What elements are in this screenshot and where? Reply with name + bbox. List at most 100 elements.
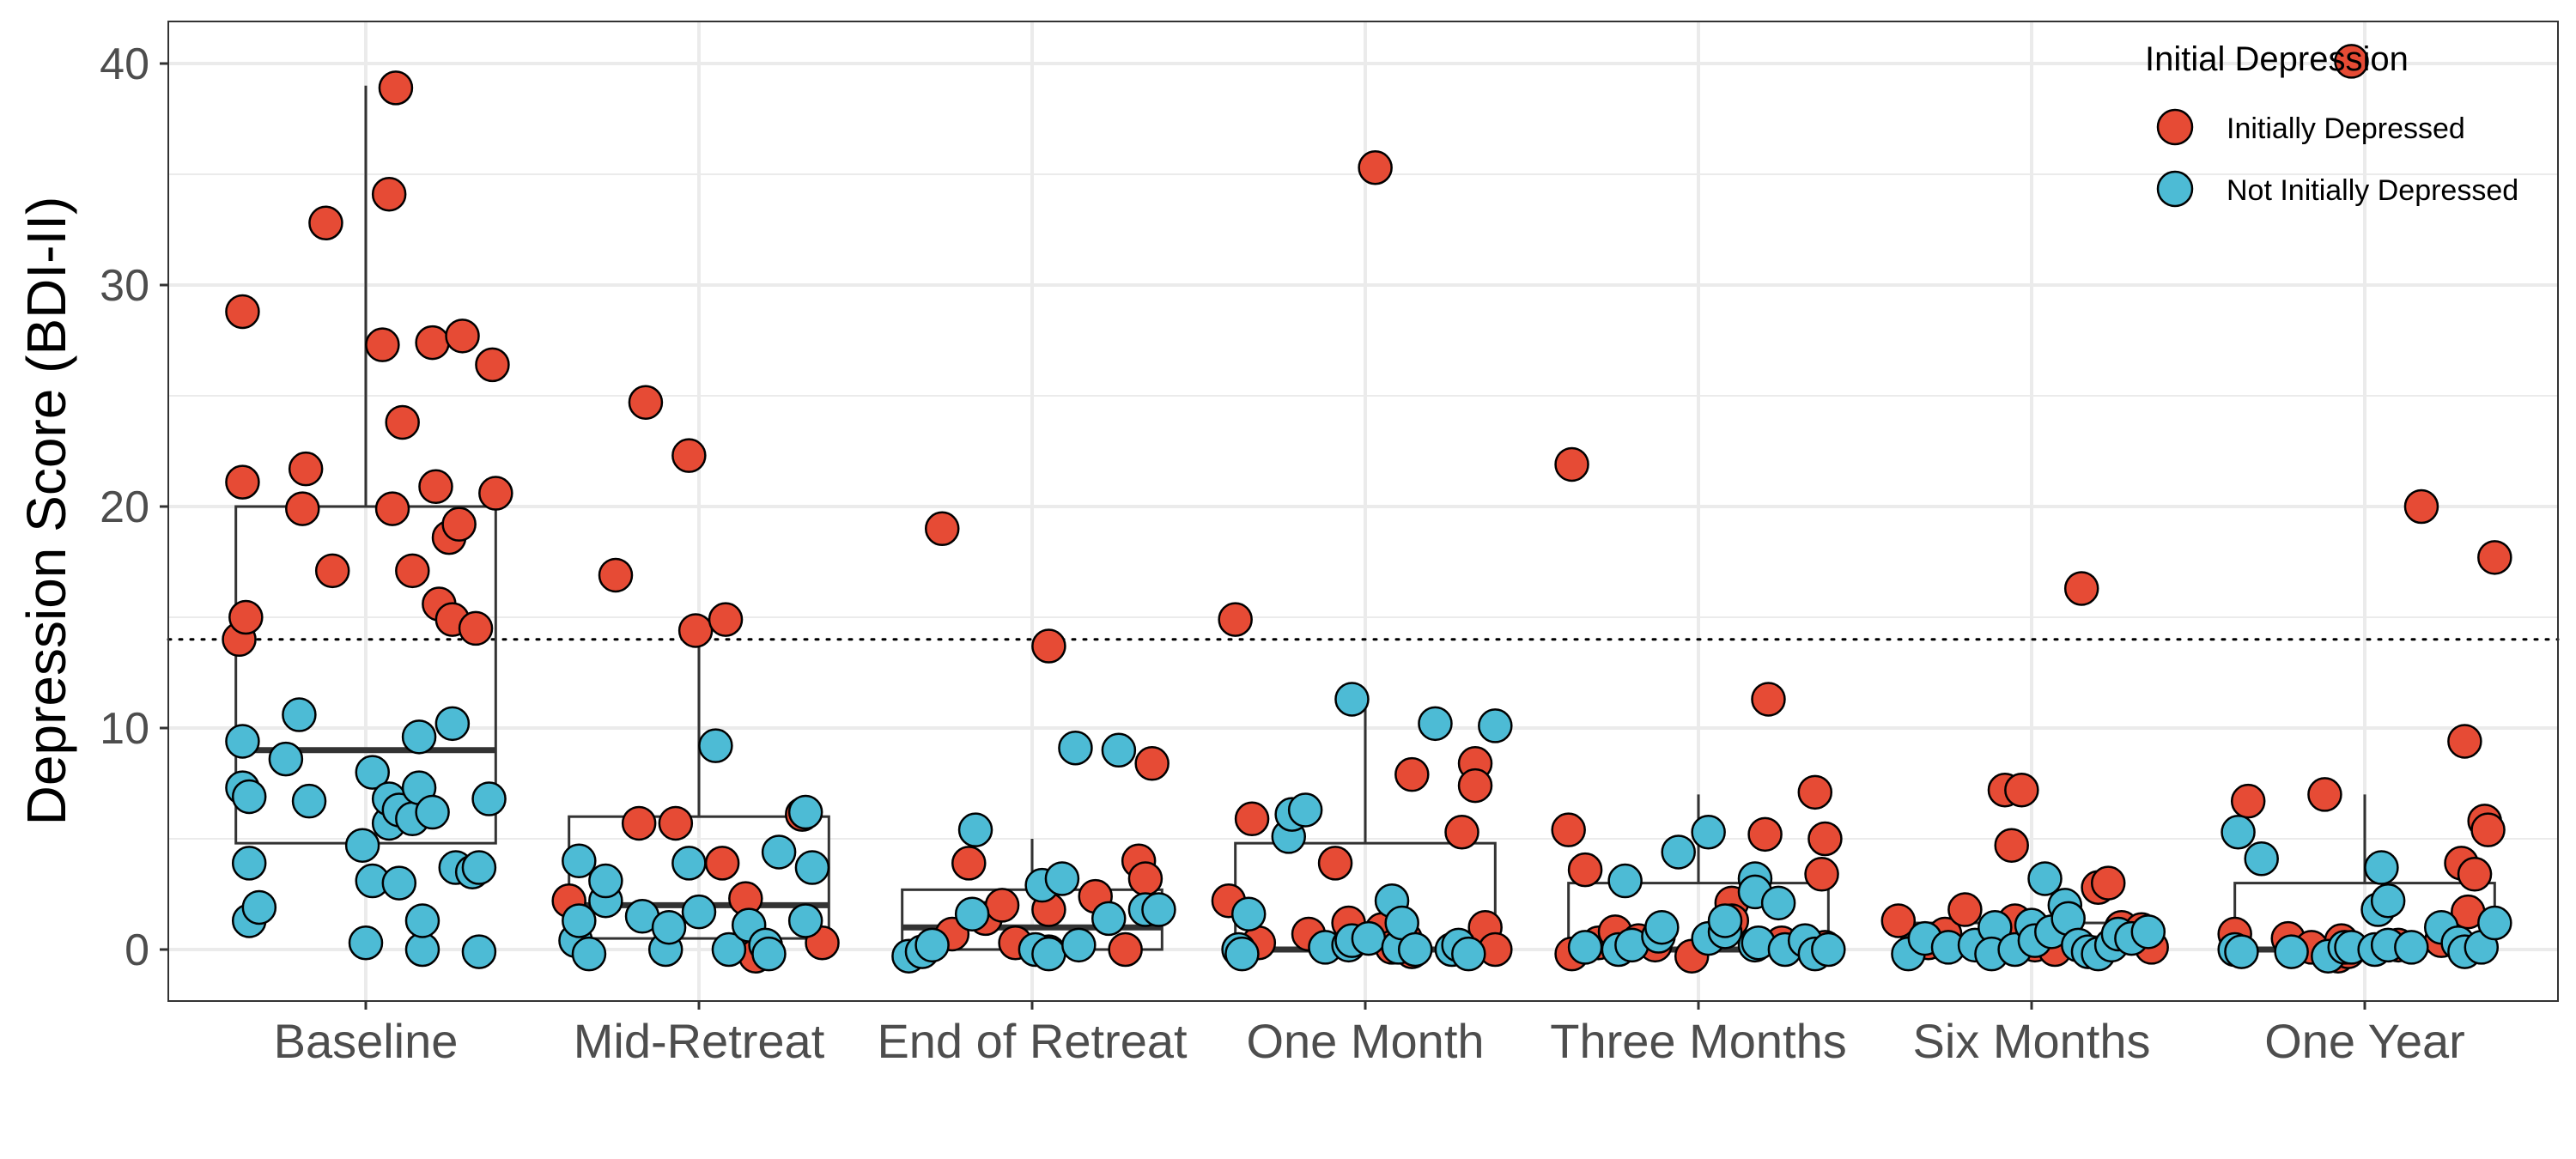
data-point-initially-depressed <box>1994 828 2029 863</box>
y-tick-label: 10 <box>100 704 149 754</box>
x-tick-label-one-month: One Month <box>1246 1014 1484 1068</box>
legend: Initial Depression Initially Depressed N… <box>2145 40 2518 208</box>
data-point-not-initially-depressed <box>355 755 391 790</box>
data-point-initially-depressed <box>704 846 740 881</box>
data-point-not-initially-depressed <box>1644 909 1680 945</box>
data-point-not-initially-depressed <box>461 850 497 885</box>
data-point-not-initially-depressed <box>291 783 327 819</box>
x-tick-label-one-year: One Year <box>2264 1014 2465 1068</box>
plot-panel-border <box>167 21 2559 1002</box>
data-point-not-initially-depressed <box>1141 892 1176 927</box>
data-point-not-initially-depressed <box>1058 730 1093 766</box>
data-point-initially-depressed <box>1234 801 1270 837</box>
data-point-initially-depressed <box>1134 746 1170 781</box>
data-point-initially-depressed <box>2447 724 2482 759</box>
data-point-initially-depressed <box>1317 846 1353 881</box>
data-point-not-initially-depressed <box>2221 815 2256 850</box>
data-point-not-initially-depressed <box>1351 920 1387 956</box>
data-point-not-initially-depressed <box>794 850 830 885</box>
data-point-initially-depressed <box>1751 682 1786 717</box>
x-tick-label-six-months: Six Months <box>1913 1014 2151 1068</box>
data-point-initially-depressed <box>445 319 480 354</box>
data-point-initially-depressed <box>984 888 1020 923</box>
data-point-not-initially-depressed <box>2224 934 2259 969</box>
legend-title: Initial Depression <box>2145 40 2409 78</box>
data-point-not-initially-depressed <box>1661 834 1696 870</box>
data-point-not-initially-depressed <box>2027 861 2063 896</box>
data-point-initially-depressed <box>2307 777 2342 812</box>
data-point-initially-depressed <box>2230 783 2266 819</box>
data-point-not-initially-depressed <box>231 779 267 815</box>
data-point-initially-depressed <box>385 404 420 440</box>
legend-swatch-not-initially-depressed <box>2156 170 2194 208</box>
data-point-not-initially-depressed <box>1451 936 1486 972</box>
data-point-initially-depressed <box>621 805 657 841</box>
data-point-initially-depressed <box>2004 772 2039 808</box>
data-point-initially-depressed <box>1031 628 1066 664</box>
data-point-initially-depressed <box>2334 44 2369 79</box>
data-point-not-initially-depressed <box>571 936 607 972</box>
data-point-initially-depressed <box>225 464 260 500</box>
data-point-initially-depressed <box>371 176 407 212</box>
data-point-not-initially-depressed <box>751 936 787 972</box>
data-point-initially-depressed <box>1554 446 1589 482</box>
data-point-not-initially-depressed <box>562 903 597 938</box>
data-point-not-initially-depressed <box>1691 815 1726 850</box>
data-point-not-initially-depressed <box>2477 905 2512 941</box>
data-point-not-initially-depressed <box>415 794 450 830</box>
data-point-initially-depressed <box>1797 774 1833 810</box>
data-point-initially-depressed <box>374 491 410 526</box>
data-point-initially-depressed <box>1567 852 1603 888</box>
data-point-not-initially-depressed <box>914 927 950 963</box>
data-point-initially-depressed <box>418 469 453 505</box>
data-point-not-initially-depressed <box>681 894 717 930</box>
data-point-not-initially-depressed <box>2370 883 2406 919</box>
data-point-initially-depressed <box>1747 816 1783 853</box>
data-point-initially-depressed <box>1108 931 1143 968</box>
y-tick-label: 0 <box>125 925 149 975</box>
data-point-initially-depressed <box>658 805 694 841</box>
data-point-initially-depressed <box>378 70 414 106</box>
x-tick-label-three-months: Three Months <box>1550 1014 1847 1068</box>
y-tick-label: 20 <box>100 482 149 532</box>
data-point-initially-depressed <box>285 491 320 526</box>
data-point-not-initially-depressed <box>1230 896 1267 931</box>
data-point-initially-depressed <box>1444 815 1479 850</box>
data-point-initially-depressed <box>1457 768 1493 804</box>
data-point-not-initially-depressed <box>787 903 823 938</box>
data-points <box>222 44 2512 974</box>
data-point-initially-depressed <box>395 553 430 589</box>
data-point-not-initially-depressed <box>1478 708 1513 743</box>
data-point-initially-depressed <box>1394 756 1430 792</box>
boxplot-box-mid-retreat <box>568 815 830 940</box>
data-point-not-initially-depressed <box>268 741 304 777</box>
data-point-initially-depressed <box>671 438 707 473</box>
data-point-initially-depressed <box>951 846 987 881</box>
y-tick-label: 40 <box>100 39 149 89</box>
data-point-not-initially-depressed <box>404 903 440 938</box>
data-point-not-initially-depressed <box>282 697 317 732</box>
legend-label-initially-depressed: Initially Depressed <box>2227 112 2465 145</box>
data-point-initially-depressed <box>2090 865 2126 901</box>
data-point-not-initially-depressed <box>761 834 797 870</box>
data-point-not-initially-depressed <box>344 828 380 863</box>
data-point-initially-depressed <box>228 599 264 635</box>
data-point-initially-depressed <box>415 325 450 361</box>
data-point-not-initially-depressed <box>1224 936 1260 972</box>
data-point-not-initially-depressed <box>1287 792 1323 828</box>
data-point-not-initially-depressed <box>957 812 993 847</box>
data-point-not-initially-depressed <box>401 719 437 755</box>
data-point-not-initially-depressed <box>698 728 733 763</box>
data-point-not-initially-depressed <box>651 909 687 945</box>
data-point-initially-depressed <box>458 610 494 646</box>
data-point-initially-depressed <box>1947 892 1983 927</box>
data-point-initially-depressed <box>308 205 343 241</box>
data-point-initially-depressed <box>314 553 350 589</box>
data-point-not-initially-depressed <box>241 889 277 925</box>
data-point-not-initially-depressed <box>1607 863 1643 899</box>
data-point-not-initially-depressed <box>1567 930 1603 965</box>
data-point-initially-depressed <box>441 507 477 542</box>
data-point-not-initially-depressed <box>787 794 823 830</box>
data-point-initially-depressed <box>365 327 400 362</box>
data-point-not-initially-depressed <box>381 865 417 901</box>
